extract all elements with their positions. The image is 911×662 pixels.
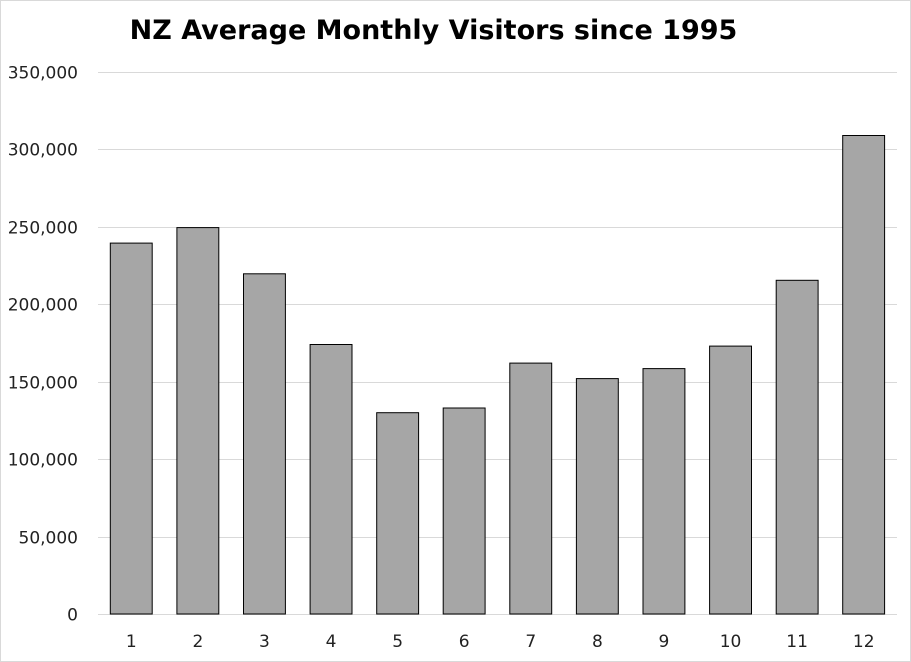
x-tick-label: 10 bbox=[720, 632, 742, 652]
bar-month-5 bbox=[376, 412, 420, 615]
bar-month-6 bbox=[442, 407, 486, 615]
bar-month-4 bbox=[309, 344, 353, 615]
x-tick-label: 1 bbox=[126, 632, 137, 652]
x-tick-label: 8 bbox=[592, 632, 603, 652]
x-tick-label: 4 bbox=[326, 632, 337, 652]
x-tick-label: 12 bbox=[853, 632, 875, 652]
bar-month-8 bbox=[575, 378, 619, 615]
bars bbox=[109, 135, 886, 615]
bar-month-3 bbox=[243, 273, 286, 615]
y-tick-label: 350,000 bbox=[8, 64, 78, 84]
bar-month-11 bbox=[775, 279, 819, 615]
bar-month-10 bbox=[709, 345, 752, 615]
gridlines bbox=[98, 72, 897, 615]
y-tick-label: 250,000 bbox=[8, 219, 78, 239]
bar-month-7 bbox=[509, 362, 553, 615]
chart-title: NZ Average Monthly Visitors since 1995 bbox=[129, 15, 738, 46]
x-tick-label: 3 bbox=[259, 632, 270, 652]
y-tick-label: 200,000 bbox=[8, 296, 78, 316]
bar-month-1 bbox=[109, 242, 153, 615]
x-tick-label: 11 bbox=[786, 632, 808, 652]
x-tick-label: 7 bbox=[525, 632, 536, 652]
bar-month-9 bbox=[642, 368, 686, 615]
y-tick-label: 300,000 bbox=[8, 141, 78, 161]
y-axis-ticks: 0 50,000 100,000 150,000 200,000 250,000 300,0… bbox=[8, 64, 78, 626]
y-tick-label: 50,000 bbox=[19, 529, 78, 549]
y-tick-label: 150,000 bbox=[8, 374, 78, 394]
x-tick-label: 2 bbox=[192, 632, 203, 652]
x-tick-label: 6 bbox=[459, 632, 470, 652]
x-tick-label: 9 bbox=[659, 632, 670, 652]
y-tick-label: 0 bbox=[67, 606, 78, 626]
bar-month-12 bbox=[842, 135, 886, 615]
bar-month-2 bbox=[176, 227, 220, 615]
y-tick-label: 100,000 bbox=[8, 451, 78, 471]
x-axis-ticks: 1 2 3 4 5 6 7 8 9 10 11 12 bbox=[126, 632, 875, 652]
x-tick-label: 5 bbox=[392, 632, 403, 652]
